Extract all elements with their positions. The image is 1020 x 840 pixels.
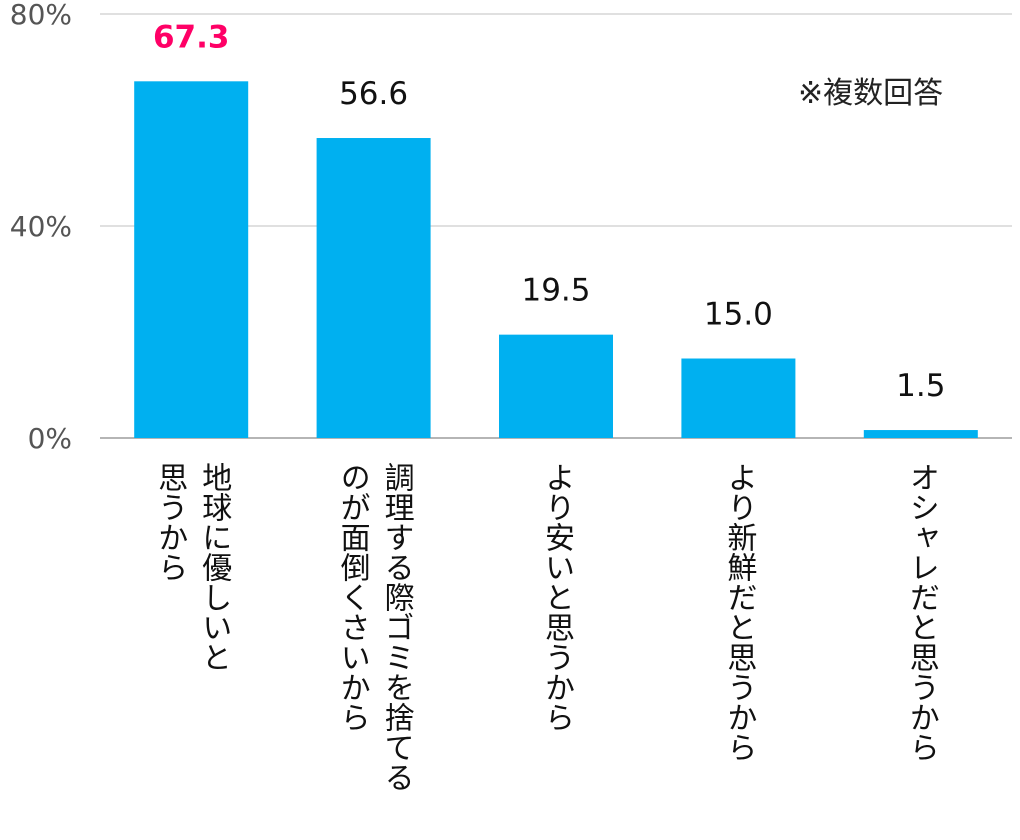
value-label-4: 1.5 bbox=[896, 368, 945, 404]
y-tick-label: 0% bbox=[28, 422, 72, 455]
bar-1 bbox=[316, 138, 431, 438]
value-label-2: 19.5 bbox=[521, 273, 590, 309]
y-tick-label: 80% bbox=[10, 0, 72, 31]
y-tick-label: 40% bbox=[10, 210, 72, 243]
category-label-0: 地球に優しいと 思うから bbox=[152, 462, 232, 672]
multiple-answer-note: ※複数回答 bbox=[798, 76, 944, 111]
category-label-3: より新鮮だと思うから bbox=[721, 462, 757, 762]
bar-0 bbox=[134, 81, 249, 438]
category-label-4: オシャレだと思うから bbox=[903, 462, 939, 762]
value-label-3: 15.0 bbox=[704, 297, 773, 333]
bar-3 bbox=[681, 358, 796, 438]
category-label-1: 調理する際ゴミを捨てる のが面倒くさいから bbox=[334, 462, 414, 792]
value-label-0: 67.3 bbox=[153, 19, 230, 55]
category-label-2: より安いと思うから bbox=[539, 462, 574, 732]
bar-4 bbox=[863, 430, 978, 438]
value-label-1: 56.6 bbox=[339, 76, 408, 112]
bar-2 bbox=[499, 334, 613, 438]
